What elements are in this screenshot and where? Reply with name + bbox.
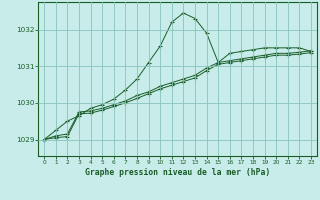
X-axis label: Graphe pression niveau de la mer (hPa): Graphe pression niveau de la mer (hPa) <box>85 168 270 177</box>
